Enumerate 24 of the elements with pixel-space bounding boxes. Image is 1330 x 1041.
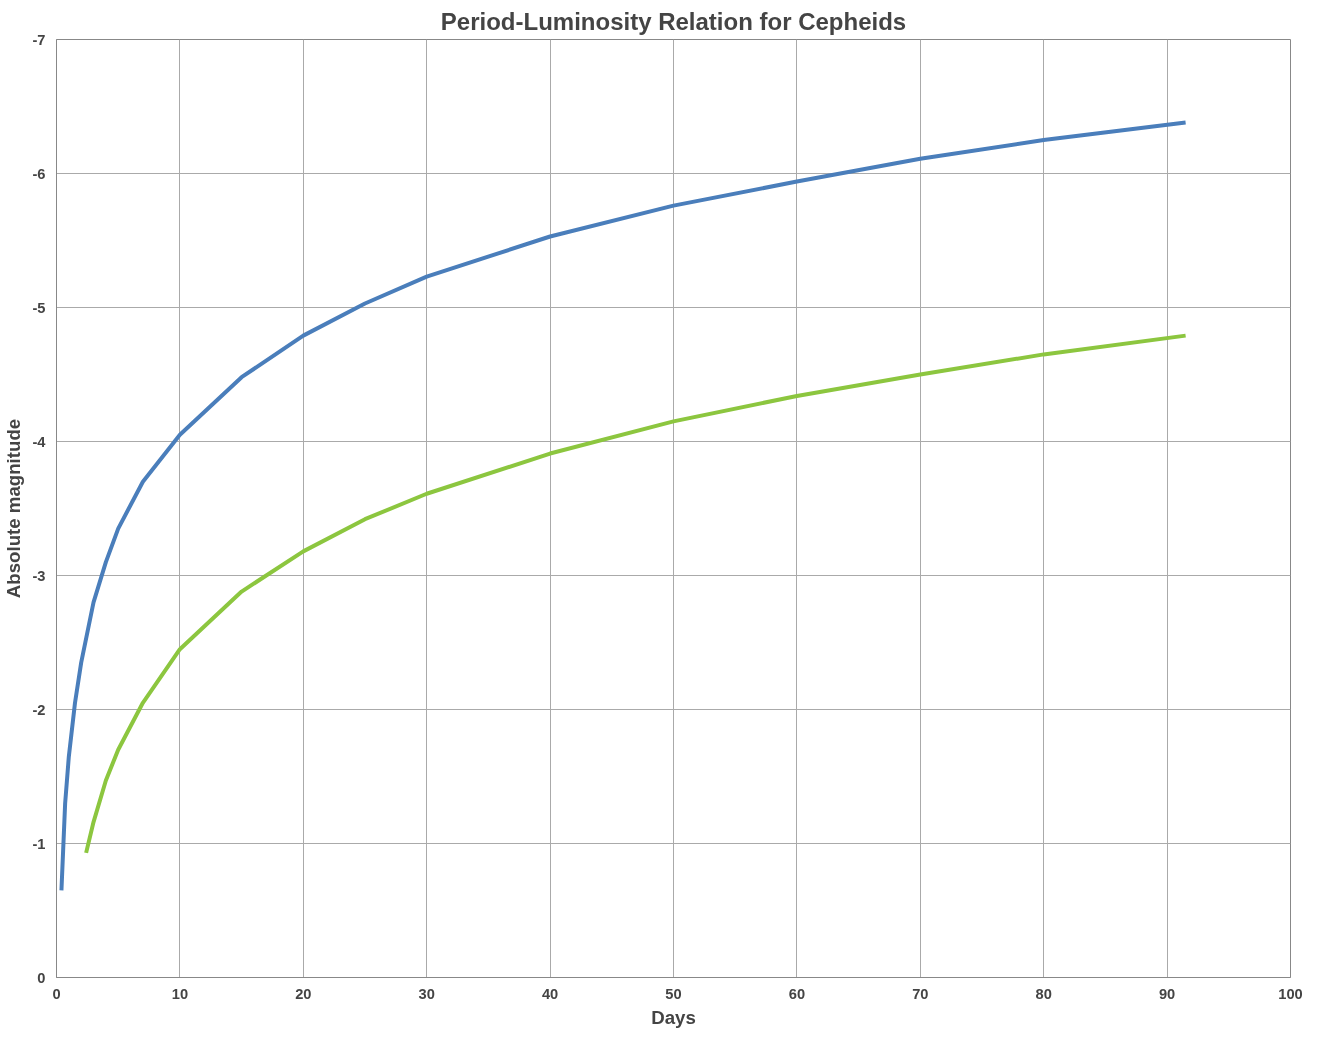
chart-title: Period-Luminosity Relation for Cepheids: [440, 7, 907, 35]
y-tick-label: 0: [37, 969, 46, 986]
x-tick-label: 30: [418, 985, 435, 1002]
line-series: [59, 120, 1188, 893]
x-tick-label: 70: [912, 985, 929, 1002]
x-tick-label: 60: [788, 985, 806, 1002]
y-axis-title: Absolute magnitude: [3, 418, 25, 599]
x-tick-label: 10: [171, 985, 189, 1002]
x-axis-title: Days: [651, 1006, 696, 1028]
y-tick-label: -3: [32, 567, 46, 584]
y-tick-label: -1: [32, 835, 46, 852]
y-tick-label: -4: [32, 433, 47, 450]
x-tick-label: 80: [1035, 985, 1052, 1002]
x-tick-label: 100: [1278, 985, 1303, 1002]
y-tick-label: -7: [32, 31, 46, 48]
y-tick-label: -5: [32, 299, 46, 316]
x-tick-label: 20: [295, 985, 312, 1002]
x-tick-label: 90: [1158, 985, 1176, 1002]
x-tick-label: 40: [541, 985, 559, 1002]
line-series: [84, 333, 1188, 855]
x-tick-label: 0: [52, 985, 61, 1002]
y-tick-label: -2: [32, 701, 46, 718]
y-tick-label: -6: [32, 165, 46, 182]
x-tick-label: 50: [665, 985, 682, 1002]
